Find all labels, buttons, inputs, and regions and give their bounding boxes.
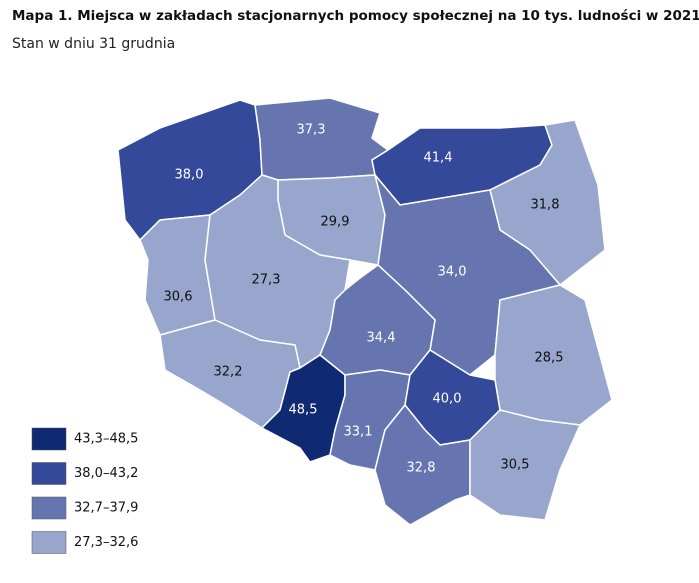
region-value: 31,8 (531, 198, 560, 213)
legend-label: 32,7–37,9 (74, 501, 138, 516)
legend-label: 38,0–43,2 (74, 466, 138, 481)
legend-swatch (31, 427, 67, 451)
region-value: 34,0 (438, 265, 467, 280)
region (139, 214, 216, 336)
legend-swatch (31, 462, 67, 485)
region-value: 29,9 (321, 215, 350, 230)
legend: 43,3–48,5 38,0–43,2 32,7–37,9 27,3–32,6 (31, 427, 138, 554)
region-value: 32,8 (407, 461, 436, 476)
region (374, 404, 471, 526)
region-value: 48,5 (289, 403, 318, 418)
legend-swatch (31, 496, 67, 520)
region-value: 32,2 (214, 365, 243, 380)
region-value: 27,3 (252, 273, 281, 288)
region-value: 34,4 (367, 331, 396, 346)
region-value: 40,0 (433, 392, 462, 407)
legend-label: 27,3–32,6 (74, 535, 138, 550)
legend-swatch (31, 531, 67, 554)
legend-label: 43,3–48,5 (74, 432, 138, 447)
region-value: 28,5 (535, 351, 564, 366)
region (254, 97, 389, 181)
regions: 38,0 37,3 41,4 31,8 29,9 30,6 27,3 34,0 34,4 28,5… (117, 97, 613, 526)
region (469, 409, 581, 521)
region-value: 38,0 (175, 168, 204, 183)
title: Mapa 1. Miejsca w zakładach stacjonarnyc… (12, 8, 699, 24)
region-value: 37,3 (297, 123, 326, 138)
region-value: 30,5 (501, 458, 530, 473)
region-value: 30,6 (164, 290, 193, 305)
subtitle: Stan w dniu 31 grudnia (12, 36, 175, 52)
region-value: 33,1 (344, 425, 373, 440)
region-value: 41,4 (424, 151, 453, 166)
